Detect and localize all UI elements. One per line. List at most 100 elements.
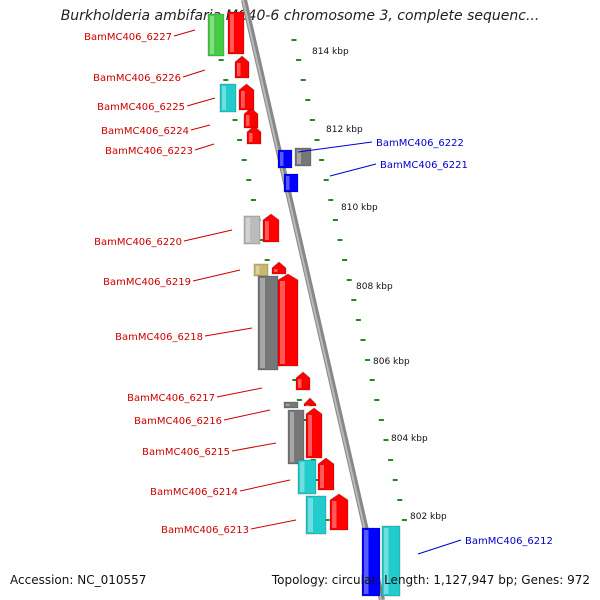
gene-shine (210, 16, 214, 54)
gene-label[interactable]: BamMC406_6216 (134, 416, 222, 427)
gene-leader-line (204, 327, 253, 337)
gene-leader-line (329, 163, 377, 177)
gene-label[interactable]: BamMC406_6222 (376, 138, 464, 149)
scale-label: 808 kbp (356, 282, 393, 292)
gene-block[interactable] (243, 215, 261, 245)
gene-shine (237, 63, 241, 76)
gene-label[interactable]: BamMC406_6219 (103, 277, 191, 288)
gene-block[interactable] (227, 11, 245, 55)
gene-arrow[interactable] (234, 55, 250, 79)
gene-labels-right[interactable]: BamMC406_6222 BamMC406_6221 BamMC406_6212 (297, 138, 553, 555)
gene-shine (332, 501, 337, 528)
gene-shine (256, 266, 260, 274)
gene-block[interactable] (283, 173, 299, 193)
gene-label[interactable]: BamMC406_6226 (93, 73, 181, 84)
scale-label: 804 kbp (391, 434, 428, 444)
gene-label[interactable]: BamMC406_6224 (101, 126, 189, 137)
gene-label[interactable]: BamMC406_6213 (161, 525, 249, 536)
scale-label: 802 kbp (410, 512, 447, 522)
gene-label[interactable]: BamMC406_6220 (94, 237, 182, 248)
gene-shine (290, 412, 294, 462)
gene-shine (364, 530, 369, 594)
gene-arrow[interactable] (317, 457, 335, 491)
gene-leader-line (173, 29, 196, 37)
outer-tick-track (291, 39, 407, 521)
gene-shine (384, 528, 389, 594)
scale-labels: 814 kbp 812 kbp 810 kbp 808 kbp 806 kbp 804 k… (312, 47, 447, 522)
scale-label: 812 kbp (326, 125, 363, 135)
map-title: Burkholderia ambifaria MC40-6 chromosome… (60, 8, 540, 24)
gene-shine (274, 269, 278, 272)
gene-arrow[interactable] (246, 125, 262, 145)
gene-label[interactable]: BamMC406_6223 (105, 146, 193, 157)
gene-shine (308, 415, 312, 456)
gene-arrow[interactable] (243, 107, 259, 129)
gene-shine (306, 405, 309, 407)
topology-text: Topology: circular; Length: 1,127,947 bp… (271, 573, 590, 587)
gene-arrow[interactable] (277, 273, 299, 367)
gene-arrow[interactable] (271, 261, 287, 275)
gene-shine (297, 150, 301, 164)
gene-arrow[interactable] (329, 493, 349, 531)
gene-leader-line (223, 409, 271, 421)
gene-leader-line (194, 143, 215, 151)
gene-leader-line (250, 519, 297, 530)
gene-shine (280, 152, 284, 166)
gene-label[interactable]: BamMC406_6227 (84, 32, 172, 43)
gene-shine (249, 133, 253, 142)
gene-shine (260, 278, 265, 368)
gene-shine (246, 218, 250, 242)
gene-label[interactable]: BamMC406_6214 (150, 487, 238, 498)
gene-leader-line (297, 141, 373, 153)
gene-shine (246, 115, 250, 126)
gene-arrow[interactable] (262, 213, 280, 243)
gene-shine (265, 221, 269, 240)
gene-arrow[interactable] (303, 397, 317, 407)
gene-shine (230, 14, 234, 52)
gene-features (207, 11, 401, 597)
gene-shine (286, 404, 290, 406)
scale-label: 806 kbp (373, 357, 410, 367)
gene-leader-line (182, 69, 206, 78)
gene-block[interactable] (305, 495, 327, 535)
gene-shine (320, 465, 324, 488)
accession-text: Accession: NC_010557 (10, 573, 147, 587)
gene-leader-line (190, 124, 211, 131)
gene-leader-line (183, 229, 233, 242)
gene-shine (298, 379, 302, 388)
gene-shine (300, 462, 305, 492)
gene-labels-left[interactable]: BamMC406_6227 BamMC406_6226 BamMC406_6225 B… (84, 29, 297, 536)
gene-leader-line (417, 539, 462, 555)
scale-label: 814 kbp (312, 47, 349, 57)
gene-label[interactable]: BamMC406_6218 (115, 332, 203, 343)
scale-label: 810 kbp (341, 203, 378, 213)
gene-label[interactable]: BamMC406_6217 (127, 393, 215, 404)
gene-block[interactable] (219, 83, 237, 113)
gene-block[interactable] (277, 149, 293, 169)
gene-arrow[interactable] (238, 83, 255, 111)
gene-shine (222, 86, 226, 110)
gene-block[interactable] (294, 147, 312, 167)
backbone (241, 0, 385, 600)
gene-leader-line (186, 97, 216, 107)
gene-arrow[interactable] (295, 371, 311, 391)
gene-block[interactable] (381, 525, 401, 597)
gene-leader-line (231, 442, 277, 452)
gene-label[interactable]: BamMC406_6215 (142, 447, 230, 458)
gene-block[interactable] (361, 527, 381, 597)
gene-block[interactable] (287, 409, 305, 465)
gene-shine (308, 498, 313, 532)
gene-leader-line (216, 387, 263, 398)
gene-shine (280, 281, 285, 364)
gene-block[interactable] (207, 13, 225, 57)
gene-block[interactable] (283, 401, 299, 409)
gene-arrow[interactable] (305, 407, 323, 459)
gene-shine (286, 176, 290, 190)
gene-label[interactable]: BamMC406_6221 (380, 160, 468, 171)
gene-block[interactable] (297, 459, 317, 495)
gene-label[interactable]: BamMC406_6225 (97, 102, 185, 113)
gene-leader-line (192, 269, 241, 282)
gene-leader-line (239, 479, 291, 492)
gene-label[interactable]: BamMC406_6212 (465, 536, 553, 547)
